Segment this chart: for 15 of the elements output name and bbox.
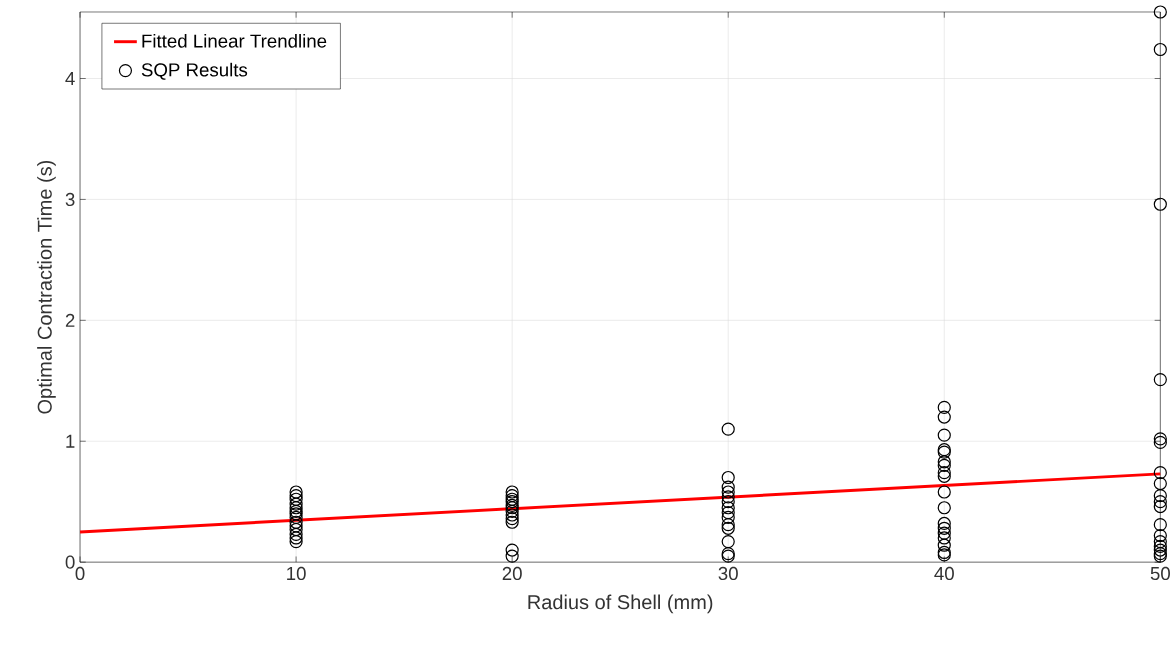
x-axis-title: Radius of Shell (mm): [528, 594, 713, 614]
x-tick-label: 50: [1150, 567, 1170, 581]
y-tick-label: 0: [65, 555, 75, 570]
y-tick-label: 4: [65, 72, 75, 86]
legend-label: Fitted Linear Trendline: [142, 34, 327, 48]
y-tick-label: 3: [65, 193, 75, 207]
x-tick-label: 10: [287, 567, 306, 581]
legend-label: SQP Results: [141, 63, 248, 81]
y-axis-title: Optimal Contraction Time (s): [37, 161, 56, 414]
x-tick-label: 20: [502, 567, 522, 581]
x-tick-label: 0: [75, 567, 85, 581]
y-tick-label: 2: [65, 314, 75, 328]
x-tick-label: 30: [718, 567, 738, 581]
x-tick-label: 40: [934, 567, 954, 581]
y-tick-label: 1: [66, 435, 75, 448]
